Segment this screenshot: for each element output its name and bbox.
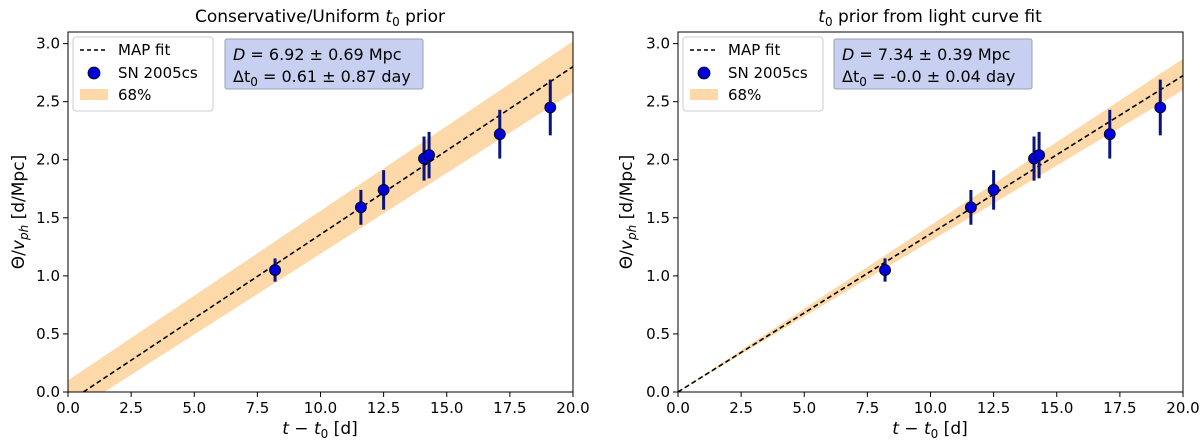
y-axis-label: Θ/vph [d/Mpc]	[9, 155, 31, 269]
y-tick-label: 1.0	[36, 267, 60, 285]
legend-label-data: SN 2005cs	[728, 64, 808, 82]
confidence-band-68	[678, 58, 1183, 392]
x-ticks-layer: 0.0 2.5 5.0 7.5 10.0 12.5 15.0 17.5 20.0	[56, 392, 590, 417]
annotation-time-offset: Δt0 = 0.61 ± 0.87 day	[233, 67, 411, 89]
x-tick-label: 2.5	[119, 399, 143, 417]
legend-point-marker	[697, 66, 711, 80]
x-tick-label: 7.5	[245, 399, 269, 417]
data-point-4	[423, 149, 435, 161]
legend-label-data: SN 2005cs	[118, 64, 198, 82]
confidence-band-layer	[678, 58, 1183, 392]
y-tick-label: 3.0	[36, 35, 60, 53]
y-tick-label: 0.5	[36, 325, 60, 343]
y-tick-label: 2.0	[646, 151, 670, 169]
legend-label-band: 68%	[118, 86, 151, 104]
map-fit-layer	[82, 65, 573, 392]
legend-band-swatch	[690, 89, 718, 100]
x-tick-label: 10.0	[304, 399, 337, 417]
x-tick-label: 12.5	[977, 399, 1010, 417]
map-fit-layer	[678, 74, 1183, 392]
data-point-0	[269, 264, 281, 276]
legend-label-fit: MAP fit	[118, 41, 170, 59]
legend-point-marker	[87, 66, 101, 80]
data-point-6	[1154, 101, 1167, 114]
right-chart-panel: 0.0 2.5 5.0 7.5 10.0 12.5 15.0 17.5 20.0 0.0 0.5 1…	[617, 7, 1200, 441]
x-tick-label: 0.0	[666, 399, 690, 417]
chart-title: Conservative/Uniform t0 prior	[195, 7, 445, 29]
data-point-2	[377, 184, 390, 196]
y-tick-label: 2.5	[646, 93, 670, 111]
result-annotation: D = 6.92 ± 0.69 Mpc Δt0 = 0.61 ± 0.87 da…	[224, 38, 424, 90]
x-tick-label: 5.0	[792, 399, 816, 417]
confidence-band-68	[68, 41, 573, 392]
y-ticks-layer: 0.0 0.5 1.0 1.5 2.0 2.5 3.0	[36, 35, 68, 401]
y-tick-label: 0.0	[646, 383, 670, 401]
y-tick-label: 2.5	[36, 93, 60, 111]
annotation-time-offset: Δt0 = -0.0 ± 0.04 day	[842, 67, 1015, 89]
x-tick-label: 2.5	[729, 399, 753, 417]
x-tick-label: 20.0	[1166, 399, 1199, 417]
map-fit-line	[678, 74, 1183, 392]
y-tick-label: 3.0	[646, 35, 670, 53]
legend: MAP fit SN 2005cs 68%	[682, 36, 824, 112]
x-tick-label: 20.0	[556, 399, 589, 417]
y-axis-label: Θ/vph [d/Mpc]	[617, 155, 639, 269]
y-tick-label: 1.0	[646, 267, 670, 285]
annotation-box	[833, 38, 1033, 90]
x-tick-label: 7.5	[855, 399, 879, 417]
x-tick-label: 17.5	[1103, 399, 1136, 417]
data-points-layer	[269, 79, 557, 282]
x-tick-label: 15.0	[430, 399, 463, 417]
data-point-0	[879, 264, 891, 276]
legend-label-fit: MAP fit	[728, 41, 780, 59]
x-ticks-layer: 0.0 2.5 5.0 7.5 10.0 12.5 15.0 17.5 20.0	[666, 392, 1200, 417]
result-annotation: D = 7.34 ± 0.39 Mpc Δt0 = -0.0 ± 0.04 da…	[833, 38, 1033, 90]
y-tick-label: 0.5	[646, 325, 670, 343]
data-point-1	[354, 201, 367, 214]
y-tick-label: 1.5	[646, 209, 670, 227]
y-tick-label: 2.0	[36, 151, 60, 169]
y-tick-label: 1.5	[36, 209, 60, 227]
y-tick-label: 0.0	[36, 383, 60, 401]
data-point-4	[1033, 149, 1045, 161]
x-tick-label: 5.0	[182, 399, 206, 417]
data-point-2	[987, 184, 1000, 196]
data-point-5	[1103, 128, 1116, 141]
x-axis-label: t − t0 [d]	[892, 419, 968, 441]
annotation-box	[224, 38, 424, 90]
annotation-distance: D = 7.34 ± 0.39 Mpc	[842, 45, 1011, 64]
x-tick-label: 15.0	[1040, 399, 1073, 417]
x-tick-label: 17.5	[493, 399, 526, 417]
y-ticks-layer: 0.0 0.5 1.0 1.5 2.0 2.5 3.0	[646, 35, 678, 401]
confidence-band-layer	[68, 41, 573, 392]
left-chart-panel: 0.0 2.5 5.0 7.5 10.0 12.5 15.0 17.5 20.0 0.0 0.5 1…	[9, 7, 590, 441]
data-point-1	[965, 201, 977, 214]
legend-label-band: 68%	[728, 86, 761, 104]
x-tick-label: 10.0	[914, 399, 947, 417]
map-fit-line	[82, 65, 573, 392]
x-tick-label: 12.5	[367, 399, 400, 417]
annotation-distance: D = 6.92 ± 0.69 Mpc	[233, 45, 402, 64]
data-point-6	[544, 101, 557, 114]
chart-title: t0 prior from light curve fit	[818, 7, 1042, 29]
data-point-5	[493, 128, 506, 141]
legend-band-swatch	[80, 89, 108, 100]
data-points-layer	[879, 79, 1167, 282]
legend: MAP fit SN 2005cs 68%	[72, 36, 214, 112]
x-axis-label: t − t0 [d]	[282, 419, 358, 441]
x-tick-label: 0.0	[56, 399, 80, 417]
